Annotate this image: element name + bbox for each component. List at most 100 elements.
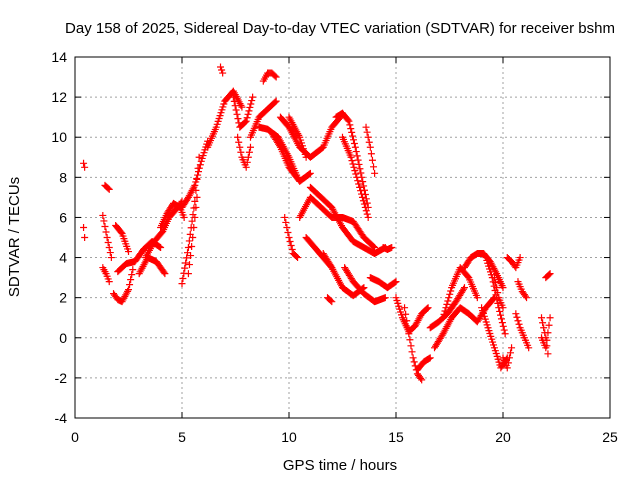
data-point [363,128,371,136]
data-point [246,103,254,111]
data-point [245,107,253,115]
data-point [499,304,507,312]
data-point [302,153,310,161]
data-point [102,228,110,236]
data-point [352,170,360,178]
data-point [328,298,336,306]
chart-title: Day 158 of 2025, Sidereal Day-to-day VTE… [65,20,615,37]
data-point [354,156,362,164]
data-point [281,213,289,221]
data-point [80,159,88,167]
data-point [105,244,113,252]
data-point [230,97,238,105]
data-point [195,153,203,161]
data-point [184,270,192,278]
y-tick-label: 4 [59,250,67,266]
x-tick-label: 15 [388,429,404,445]
data-point [193,193,201,201]
data-point [234,115,242,123]
data-point [366,143,374,151]
x-tick-label: 10 [281,429,297,445]
data-point [361,203,369,211]
data-point [406,336,414,344]
data-point [354,177,362,185]
data-point [235,138,243,146]
data-point [104,239,112,247]
data-point [327,297,335,305]
data-point [359,178,367,186]
data-point [305,170,313,178]
data-point [371,169,379,177]
data-point [370,243,378,251]
data-point [191,197,199,205]
data-point [516,254,524,262]
data-point [499,284,507,292]
y-tick-label: 6 [59,209,67,225]
data-point [156,243,164,251]
data-point [183,254,191,262]
data-point [217,63,225,71]
plot-frame [74,56,611,419]
data-point [546,314,554,322]
data-point [344,116,352,124]
data-point [541,329,549,337]
data-point [504,359,512,367]
data-point [539,319,547,327]
data-point [513,313,521,321]
data-point [103,234,111,241]
data-point [493,284,501,292]
data-point [545,321,553,329]
data-point [545,271,553,279]
data-point [350,136,358,144]
data-point [350,163,358,171]
data-point [349,132,357,140]
data-point [106,249,114,257]
data-point [370,163,378,171]
data-point [391,278,399,286]
data-point [402,310,410,318]
data-point [187,252,195,260]
data-point [236,143,244,151]
data-point [157,244,165,252]
data-point [500,326,508,334]
data-point [492,279,500,287]
data-point [271,98,279,106]
data-point [371,244,379,252]
data-point [408,348,416,356]
data-point [190,223,198,231]
data-point [363,210,371,218]
data-point [444,297,452,305]
data-point [418,376,426,384]
data-point [540,324,548,332]
data-point [234,133,242,141]
data-point [178,280,186,288]
data-point [544,350,552,358]
y-tick-label: 2 [59,290,67,306]
data-point [306,169,314,177]
data-point [188,243,196,251]
data-point [410,358,418,366]
data-point [353,152,361,160]
data-point [357,187,365,195]
data-point [128,271,136,279]
data-point [365,138,373,146]
data-point [404,323,412,331]
data-point [381,294,389,302]
data-point [538,314,546,322]
data-point [243,158,251,166]
data-point [188,217,196,225]
data-point [424,304,432,312]
data-point [364,213,372,221]
data-point [81,163,89,171]
data-point [185,237,193,245]
data-point [446,290,454,298]
data-point [99,211,107,219]
y-axis-label: SDTVAR / TECUs [6,177,23,297]
data-point [514,317,522,325]
data-point [242,163,250,171]
y-tick-label: 0 [59,330,67,346]
data-point [392,278,400,286]
data-point [409,354,417,362]
data-point [405,330,413,338]
data-point [356,165,364,173]
